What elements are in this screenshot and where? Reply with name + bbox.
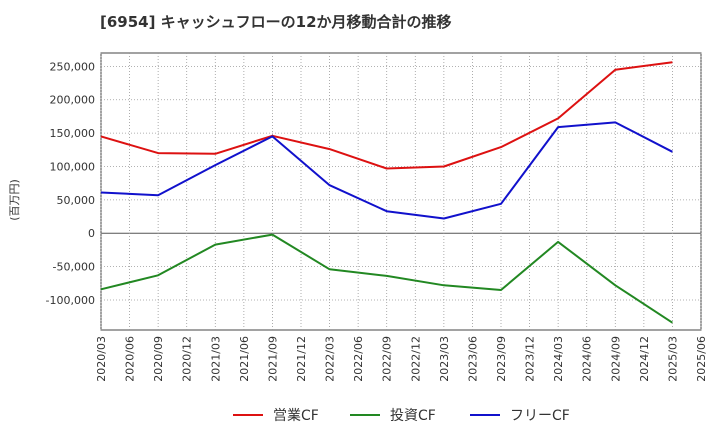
x-tick-label: 2022/09 — [381, 336, 394, 382]
x-tick-label: 2025/03 — [666, 336, 679, 382]
x-tick-label: 2023/06 — [466, 336, 479, 382]
x-tick-label: 2023/12 — [524, 336, 537, 382]
x-tick-label: 2024/06 — [581, 336, 594, 382]
x-tick-label: 2020/06 — [124, 336, 137, 382]
x-tick-label: 2021/12 — [295, 336, 308, 382]
x-tick-label: 2022/12 — [409, 336, 422, 382]
y-tick-label: -50,000 — [53, 261, 95, 274]
x-tick-label: 2021/03 — [209, 336, 222, 382]
x-tick-label: 2025/06 — [695, 336, 708, 382]
x-tick-label: 2021/06 — [238, 336, 251, 382]
legend-label: 投資CF — [390, 408, 436, 424]
y-tick-label: 100,000 — [50, 160, 96, 173]
x-tick-label: 2020/12 — [181, 336, 194, 382]
y-tick-label: 150,000 — [50, 127, 96, 140]
y-tick-label: 200,000 — [50, 94, 96, 107]
x-axis-ticks: 2020/03 2020/06 2020/09 2020/12 2021/03 2021/… — [95, 336, 708, 382]
series-line-営業CF — [100, 61, 673, 170]
y-tick-label: -100,000 — [46, 294, 95, 307]
series-line-フリーCF — [100, 121, 673, 220]
grid-lines — [100, 53, 702, 330]
x-tick-label: 2022/03 — [324, 336, 337, 382]
x-tick-label: 2021/09 — [266, 336, 279, 382]
y-axis-ticks: 250,000 200,000 150,000 100,000 50,000 0 -50,0… — [46, 60, 95, 307]
x-tick-label: 2020/03 — [95, 336, 108, 382]
plot-area — [100, 52, 702, 331]
x-tick-label: 2020/09 — [152, 336, 165, 382]
x-tick-label: 2023/09 — [495, 336, 508, 382]
y-tick-label: 250,000 — [50, 60, 96, 73]
x-tick-label: 2024/03 — [552, 336, 565, 382]
x-tick-label: 2022/06 — [352, 336, 365, 382]
legend: 営業CF 投資CF フリーCF — [233, 408, 570, 424]
series-line-投資CF — [100, 233, 673, 324]
legend-label: 営業CF — [273, 408, 319, 424]
legend-label: フリーCF — [510, 408, 570, 424]
y-axis-label: (百万円) — [8, 179, 21, 221]
y-tick-label: 50,000 — [57, 194, 96, 207]
x-tick-label: 2024/12 — [638, 336, 651, 382]
series-lines — [100, 61, 673, 324]
x-tick-label: 2023/03 — [438, 336, 451, 382]
chart-title: [6954] キャッシュフローの12か月移動合計の推移 — [100, 13, 452, 31]
x-tick-label: 2024/09 — [609, 336, 622, 382]
y-tick-label: 0 — [88, 227, 95, 240]
